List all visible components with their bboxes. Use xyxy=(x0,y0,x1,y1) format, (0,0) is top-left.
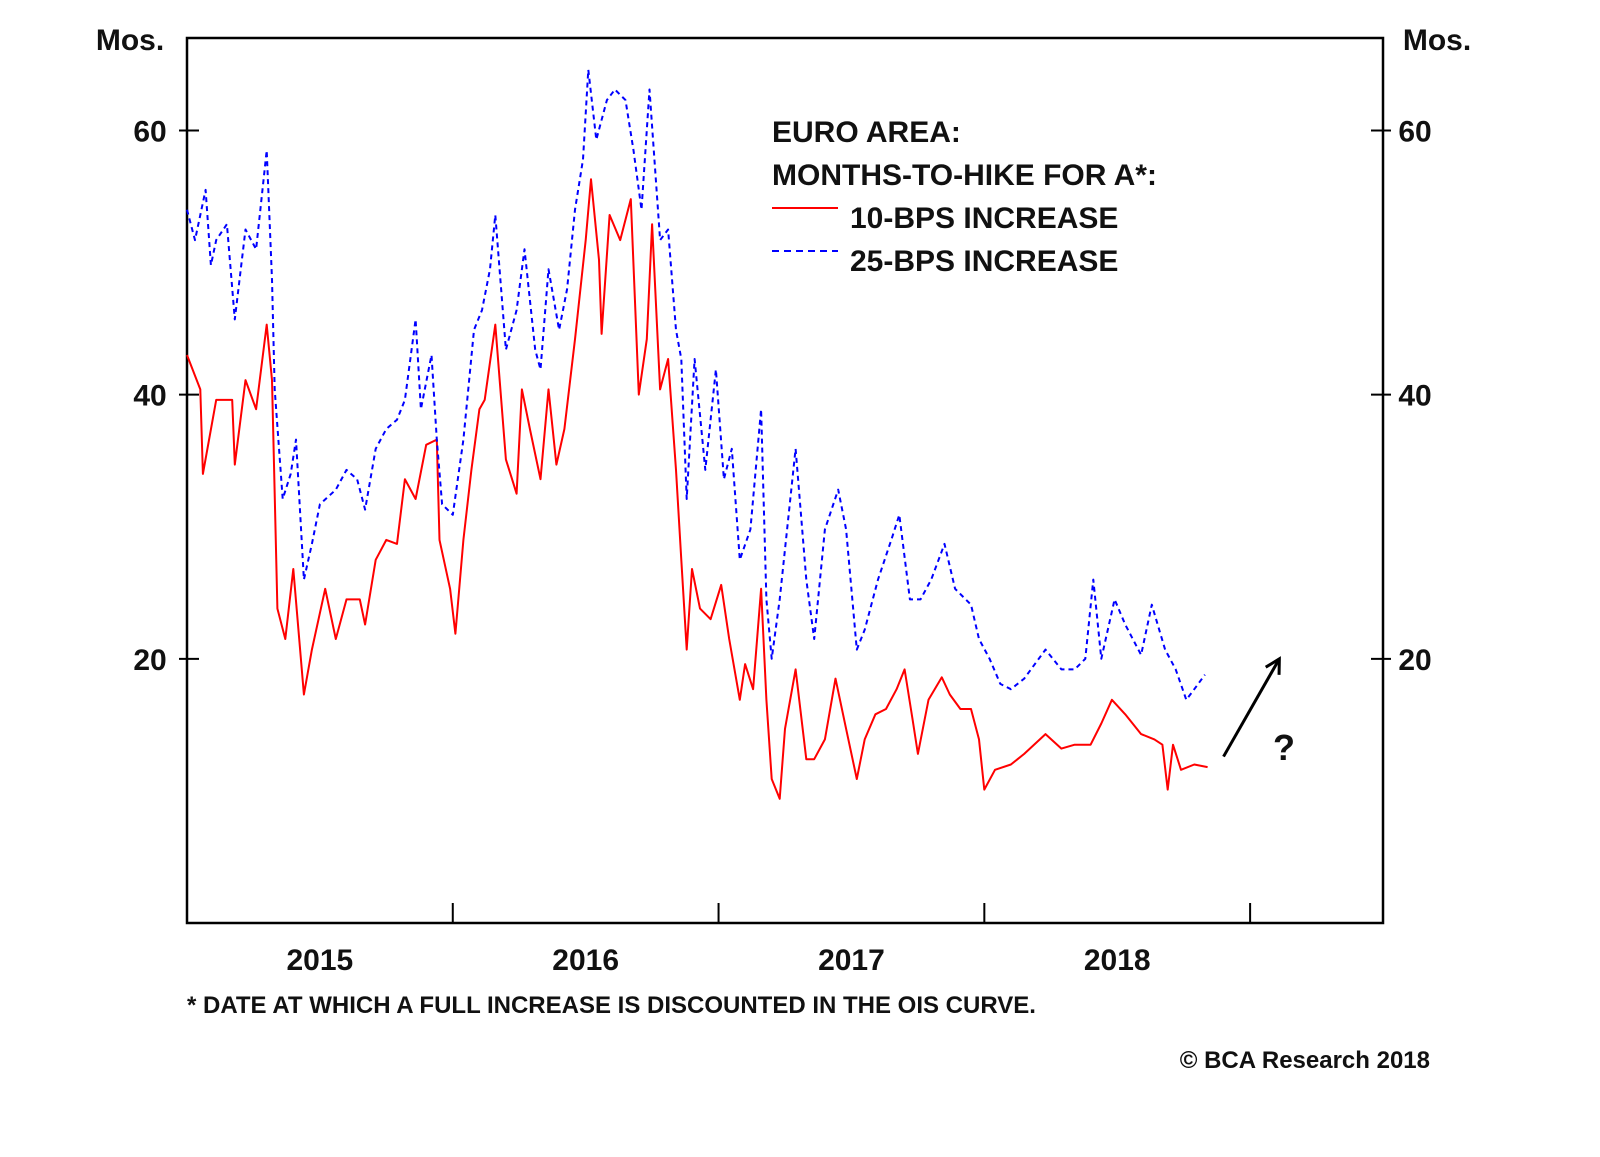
source-credit: © BCA Research 2018 xyxy=(1180,1047,1430,1074)
x-tick-label: 2017 xyxy=(818,944,885,977)
legend-label-10bps: 10-BPS INCREASE xyxy=(850,202,1118,235)
y-tick-label-left: 40 xyxy=(133,380,166,413)
x-tick-label: 2016 xyxy=(552,944,619,977)
chart-subtitle: MONTHS-TO-HIKE FOR A*: xyxy=(772,159,1157,192)
annotation-arrow xyxy=(1222,658,1281,758)
series-line-25bps xyxy=(186,68,1206,701)
y-tick-label-right: 20 xyxy=(1398,644,1431,677)
plot-frame xyxy=(185,36,1385,925)
y-tick-label-left: 60 xyxy=(133,115,166,148)
arrow-head-icon xyxy=(1264,656,1281,675)
x-tick-label: 2015 xyxy=(287,944,354,977)
legend-label-25bps: 25-BPS INCREASE xyxy=(850,245,1118,278)
footnote: * DATE AT WHICH A FULL INCREASE IS DISCO… xyxy=(187,992,1036,1019)
annotation-question-mark: ? xyxy=(1273,727,1295,768)
y-tick-label-right: 40 xyxy=(1398,380,1431,413)
y-axis-label-left: Mos. xyxy=(96,24,164,57)
chart-title: EURO AREA: xyxy=(772,116,961,149)
x-tick-label: 2018 xyxy=(1084,944,1151,977)
y-tick-label-left: 20 xyxy=(133,644,166,677)
y-axis-label-right: Mos. xyxy=(1403,24,1471,57)
series-line-10bps xyxy=(186,178,1208,800)
y-tick-label-right: 60 xyxy=(1398,115,1431,148)
